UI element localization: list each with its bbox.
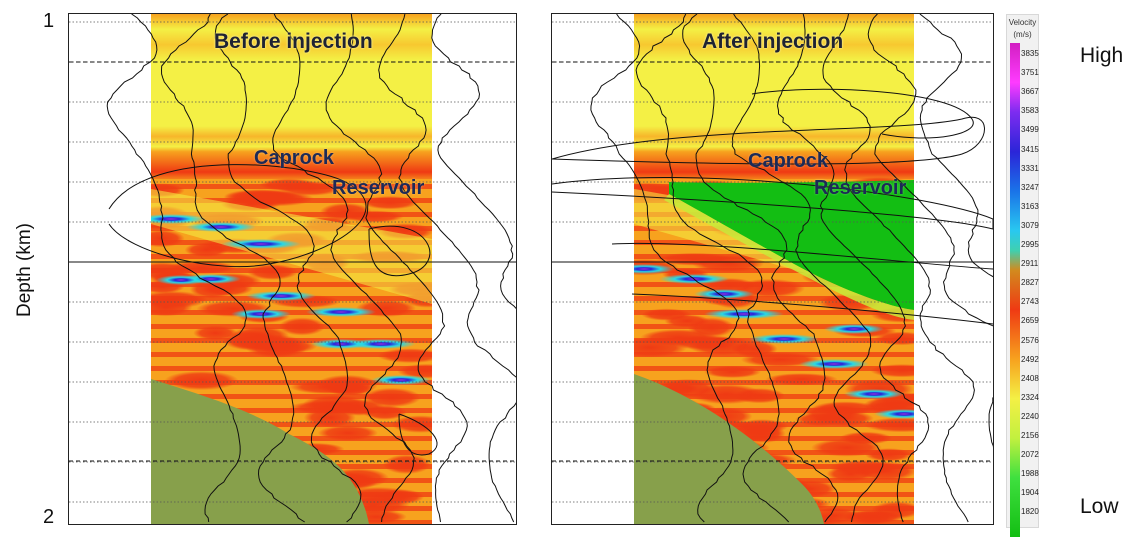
caprock-label-before: Caprock [254, 147, 335, 169]
colorbar-tick-label: 2408 [1021, 373, 1039, 383]
reservoir-label-before: Reservoir [332, 177, 425, 199]
colorbar-tick-label: 2072 [1021, 450, 1039, 460]
colorbar-tick-label: 3163 [1021, 201, 1039, 211]
colorbar-title: Velocity [1008, 18, 1037, 27]
colorbar-tick-label: 2240 [1021, 411, 1039, 421]
colorbar-gradient [1010, 43, 1020, 537]
colorbar-tick-label: 3667 [1021, 87, 1039, 97]
colorbar-tick-label: 2827 [1021, 278, 1039, 288]
panel-title-after: After injection [702, 30, 844, 53]
colorbar-tick-label: 2995 [1021, 240, 1039, 249]
y-axis-label: Depth (km) [10, 200, 40, 340]
colorbar-tick-label: 3835 [1021, 49, 1039, 58]
colorbar-tick-label: 3583 [1021, 106, 1039, 116]
caprock-label-after: Caprock [748, 150, 829, 172]
colorbar-tick-label: 2156 [1021, 431, 1039, 440]
colorbar-low-label: Low [1080, 495, 1119, 518]
y-tick-top: 1 [43, 10, 55, 32]
panel-after-injection: After injection Caprock Reservoir [551, 13, 994, 525]
colorbar-tick-label: 3247 [1021, 182, 1039, 192]
colorbar-unit: (m/s) [1013, 30, 1032, 39]
panel-title-before: Before injection [214, 30, 373, 53]
colorbar-tick-label: 3499 [1021, 125, 1039, 135]
colorbar-tick-label: 1904 [1021, 488, 1039, 498]
colorbar-tick-label: 3415 [1021, 144, 1039, 154]
colorbar-tick-label: 2324 [1021, 392, 1039, 402]
velocity-colorbar: Velocity (m/s) 3835 3751 3667 3583 3499 3415 3… [1006, 14, 1039, 537]
reservoir-label-after: Reservoir [814, 177, 907, 199]
colorbar-tick-label: 2743 [1021, 297, 1039, 307]
colorbar-tick-label: 3751 [1021, 68, 1039, 78]
colorbar-tick-label: 2911 [1021, 259, 1039, 269]
colorbar-tick-label: 2659 [1021, 316, 1039, 326]
velocity-section-after [552, 14, 993, 524]
colorbar-tick-label: 3331 [1021, 163, 1039, 173]
colorbar-high-label: High [1080, 44, 1124, 67]
colorbar-tick-label: 2492 [1021, 354, 1039, 364]
colorbar-tick-label: 1988 [1021, 469, 1039, 479]
y-tick-bottom: 2 [43, 506, 55, 528]
colorbar-tick-label: 2576 [1021, 335, 1039, 345]
panel-before-injection: Before injection Caprock Reservoir [68, 13, 517, 525]
velocity-section-before [69, 14, 516, 524]
colorbar-tick-label: 1820 [1021, 507, 1039, 517]
y-axis-label-text: Depth (km) [14, 223, 35, 317]
colorbar-tick-label: 3079 [1021, 220, 1039, 230]
